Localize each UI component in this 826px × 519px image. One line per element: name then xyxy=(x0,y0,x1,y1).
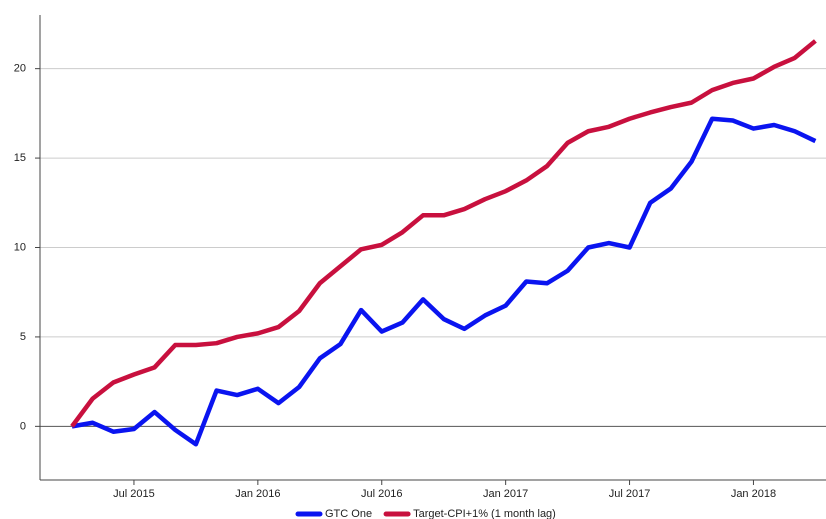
series-line xyxy=(71,116,817,447)
x-tick-label: Jan 2018 xyxy=(731,488,776,500)
legend-label: Target-CPI+1% (1 month lag) xyxy=(413,508,556,519)
y-tick-label: 15 xyxy=(14,152,26,164)
legend-label: GTC One xyxy=(325,508,372,519)
y-tick-label: 20 xyxy=(14,63,26,75)
x-tick-label: Jul 2017 xyxy=(609,488,651,500)
y-tick-label: 0 xyxy=(20,420,26,432)
x-tick-label: Jul 2015 xyxy=(113,488,155,500)
y-tick-label: 10 xyxy=(14,241,26,253)
x-tick-label: Jan 2016 xyxy=(235,488,280,500)
series-line xyxy=(70,39,817,428)
x-tick-label: Jul 2016 xyxy=(361,488,403,500)
x-tick-label: Jan 2017 xyxy=(483,488,528,500)
y-tick-label: 5 xyxy=(20,331,26,343)
